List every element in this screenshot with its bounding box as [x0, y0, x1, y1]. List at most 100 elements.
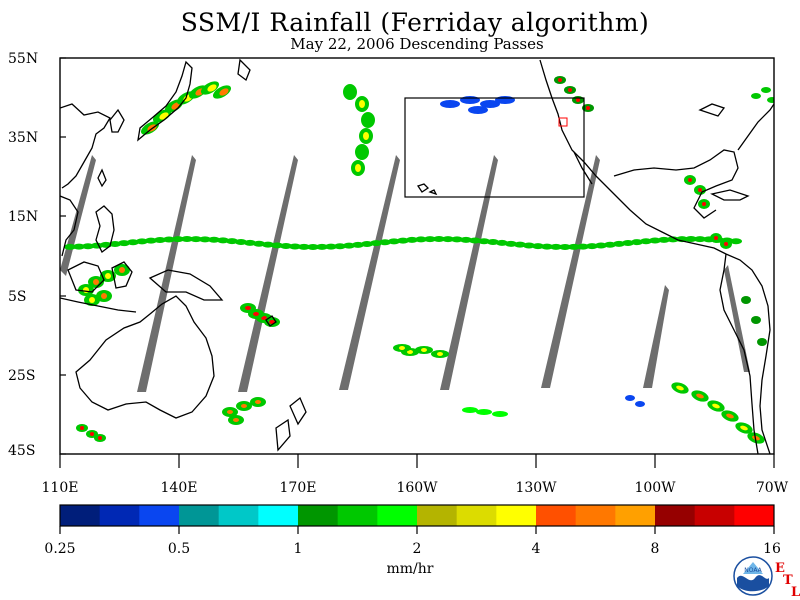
- rain-patch: [355, 144, 369, 160]
- rain-patch: [316, 243, 328, 250]
- lat-ticks: [60, 57, 66, 455]
- colorbar-swatch: [60, 505, 101, 526]
- lon-label-110e: 110E: [41, 480, 79, 496]
- colorbar-swatch: [179, 505, 220, 526]
- rain-patch: [559, 243, 571, 250]
- rain-patch: [64, 243, 76, 250]
- rain-patch: [98, 436, 102, 440]
- lat-label-25s: 25S: [8, 368, 36, 384]
- rain-patch: [696, 393, 704, 399]
- rain-patch: [712, 403, 720, 409]
- colorbar-units: mm/hr: [386, 561, 434, 577]
- colorbar-label-8: 8: [650, 541, 660, 557]
- rain-patch: [424, 236, 436, 243]
- rain-patch: [462, 407, 478, 413]
- rain-patch: [73, 243, 85, 250]
- colorbar-swatch: [615, 505, 656, 526]
- rain-patch: [726, 413, 734, 419]
- rain-patch: [724, 242, 728, 246]
- rain-patch: [343, 242, 355, 249]
- rain-patch: [289, 243, 301, 250]
- rain-patch: [136, 238, 148, 245]
- rain-patch: [253, 240, 265, 247]
- colorbar-swatch: [218, 505, 259, 526]
- rain-patch: [568, 243, 580, 250]
- rain-patch: [355, 164, 361, 172]
- rain-patch: [406, 236, 418, 243]
- colorbar-swatch: [694, 505, 735, 526]
- rain-patch: [181, 236, 193, 243]
- rain-patch: [440, 100, 460, 108]
- rain-patch: [388, 238, 400, 245]
- rain-patch: [397, 237, 409, 244]
- colorbar-swatch: [655, 505, 696, 526]
- rain-patch: [219, 88, 229, 96]
- colorbar-label-16: 16: [763, 541, 781, 557]
- rain-patch: [505, 240, 517, 247]
- rain-patch: [740, 425, 748, 431]
- rain-patch: [235, 238, 247, 245]
- noaa-logo-text: NOAA: [744, 567, 762, 574]
- rain-patch: [262, 241, 274, 248]
- rain-patch: [460, 236, 472, 243]
- rain-patch: [89, 297, 95, 303]
- rain-patch: [761, 87, 771, 93]
- rain-patch: [492, 411, 508, 417]
- rain-patch: [451, 236, 463, 243]
- colorbar-swatch: [536, 505, 577, 526]
- rain-patch: [541, 243, 553, 250]
- lat-label-45s: 45S: [8, 443, 36, 459]
- etl-letter-t: T: [783, 573, 793, 588]
- rain-patch: [752, 435, 760, 441]
- coastlines: [60, 58, 774, 454]
- rain-patch: [145, 237, 157, 244]
- colorbar-swatch: [99, 505, 140, 526]
- rain-patch: [226, 238, 238, 245]
- rain-patch: [469, 237, 481, 244]
- rain-patch: [625, 395, 635, 401]
- rain-patch: [514, 241, 526, 248]
- map-content: [60, 58, 774, 454]
- rain-patch: [363, 132, 369, 140]
- rain-patch: [118, 240, 130, 247]
- lon-label-100w: 100W: [634, 480, 676, 496]
- rain-patch: [253, 312, 259, 316]
- rain-patch: [487, 239, 499, 246]
- colorbar-swatch: [734, 505, 775, 526]
- rain-patch: [361, 112, 375, 128]
- rain-patch: [109, 241, 121, 248]
- rain-patch: [255, 400, 261, 404]
- rain-patch: [154, 236, 166, 243]
- colorbar: [59, 504, 775, 534]
- rain-patch: [245, 306, 251, 310]
- rain-patch: [442, 236, 454, 243]
- rain-patch: [576, 98, 580, 102]
- rain-patch: [595, 242, 607, 249]
- lon-label-140e: 140E: [160, 480, 198, 496]
- rain-patch: [586, 243, 598, 250]
- rain-patch: [550, 243, 562, 250]
- map-subtitle: May 22, 2006 Descending Passes: [290, 35, 544, 53]
- rain-patch: [604, 241, 616, 248]
- rain-patch: [558, 78, 562, 82]
- rain-patch: [280, 243, 292, 250]
- rain-patch: [163, 236, 175, 243]
- rain-patch: [676, 385, 684, 391]
- swath-gap: [238, 155, 298, 392]
- rain-patch: [207, 84, 217, 92]
- rain-patch: [199, 236, 211, 243]
- colorbar-swatch: [298, 505, 339, 526]
- rain-patch: [757, 338, 767, 346]
- colorbar-label-0-25: 0.25: [44, 541, 76, 557]
- rain-patch: [399, 346, 405, 350]
- rain-patch: [730, 238, 742, 245]
- rainfall-patches: [64, 76, 774, 444]
- rain-patch: [80, 426, 84, 430]
- swath-gap: [339, 155, 400, 390]
- swath-gap: [137, 155, 196, 392]
- rain-patch: [460, 96, 480, 104]
- swath-gap: [541, 155, 600, 388]
- rain-patch: [577, 243, 589, 250]
- colorbar-label-4: 4: [531, 541, 541, 557]
